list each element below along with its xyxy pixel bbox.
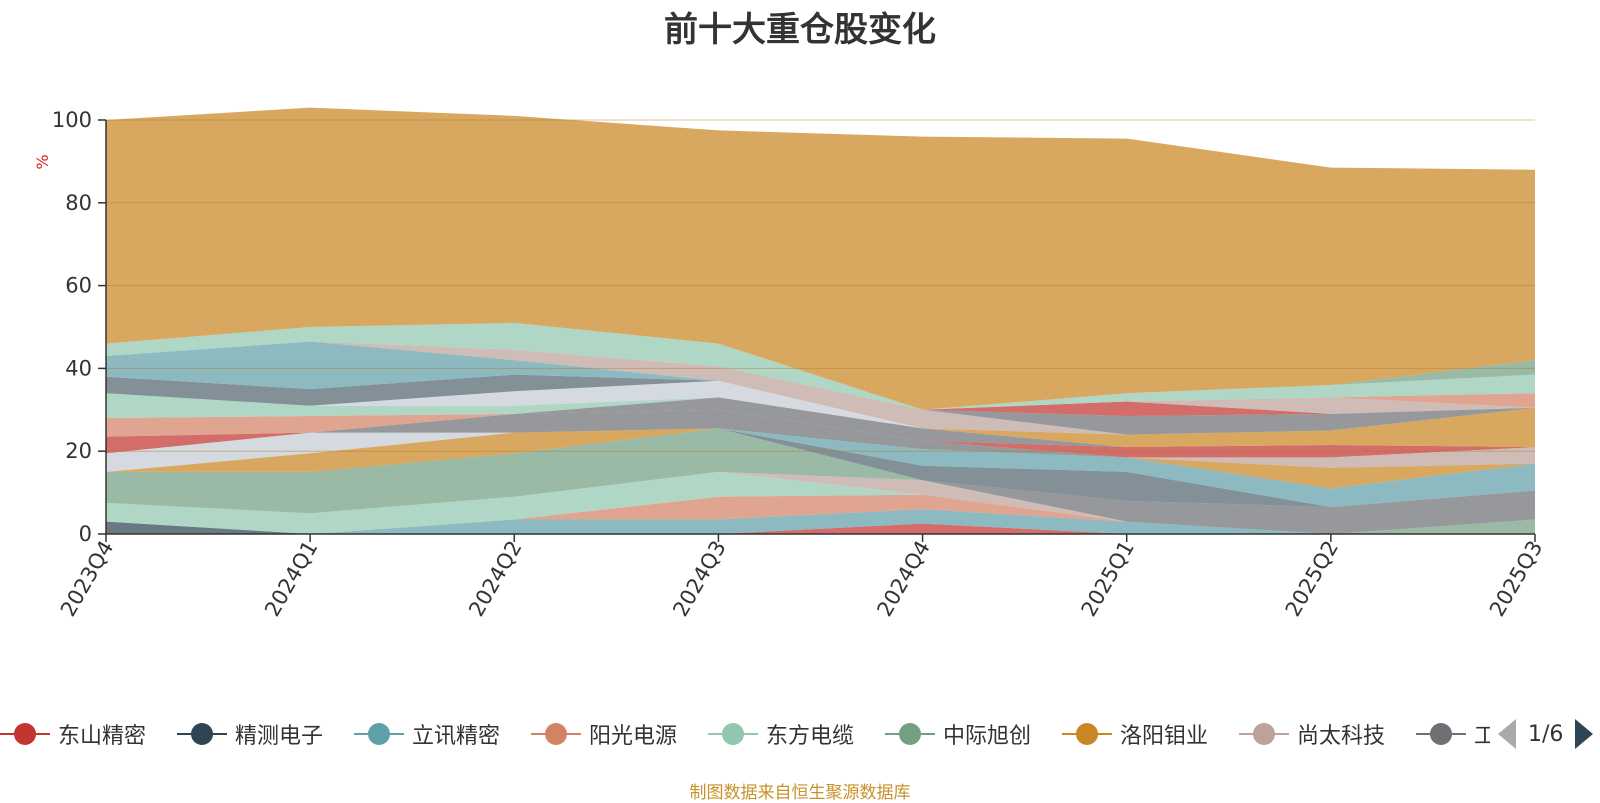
- area-series-14[interactable]: [106, 409, 1535, 458]
- legend-label: 工: [1474, 724, 1490, 749]
- plot-area: 0 20 40 60 80 100 2023Q4 2024Q1 2024Q2 2024Q3 2024…: [33, 107, 1547, 621]
- legend-marker-icon: [708, 722, 758, 746]
- legend-label: 阳光电源: [589, 724, 678, 749]
- area-series-22[interactable]: [106, 341, 1535, 435]
- area-series-4[interactable]: [106, 494, 1535, 534]
- legend-label: 洛阳钼业: [1120, 724, 1209, 749]
- legend-item[interactable]: 东方电缆: [708, 716, 854, 752]
- area-series-15[interactable]: [106, 409, 1535, 458]
- area-series-11[interactable]: [106, 428, 1535, 489]
- source-note: 制图数据来自恒生聚源数据库: [689, 783, 911, 803]
- legend-label: 立讯精密: [412, 724, 501, 749]
- legend-label: 精测电子: [235, 724, 324, 749]
- legend-pager: 1/6: [1498, 716, 1600, 752]
- legend-marker-icon: [1239, 722, 1289, 746]
- x-tick-label: 2023Q4: [56, 537, 118, 621]
- area-series-19[interactable]: [106, 380, 1535, 448]
- area-series-20[interactable]: [106, 380, 1535, 448]
- legend-label: 尚太科技: [1297, 724, 1386, 749]
- y-tick-label: 0: [79, 522, 92, 546]
- area-series-7[interactable]: [106, 471, 1535, 534]
- legend-marker-icon: [1062, 722, 1112, 746]
- x-tick-label: 2025Q3: [1485, 537, 1547, 621]
- y-tick-label: 20: [65, 439, 92, 463]
- legend-next-page-icon[interactable]: [1575, 719, 1594, 749]
- y-axis-unit: %: [33, 154, 52, 169]
- area-series-3[interactable]: [106, 509, 1535, 534]
- area-series-1[interactable]: [106, 521, 1535, 534]
- y-tick-label: 60: [65, 274, 92, 298]
- area-series-26[interactable]: [106, 341, 1535, 414]
- chart-title: 前十大重仓股变化: [664, 10, 936, 50]
- area-series-10[interactable]: [106, 428, 1535, 508]
- y-tick-label: 80: [65, 191, 92, 215]
- x-tick-label: 2024Q4: [872, 537, 934, 621]
- legend-label: 中际旭创: [943, 724, 1032, 749]
- legend-label: 东山精密: [58, 724, 147, 749]
- y-tick-label: 40: [65, 356, 92, 380]
- area-series-5[interactable]: [106, 471, 1535, 534]
- legend-item[interactable]: 洛阳钼业: [1062, 716, 1208, 752]
- legend-marker-icon: [177, 722, 227, 746]
- area-series-30[interactable]: [106, 107, 1535, 410]
- x-tick-label: 2024Q2: [464, 537, 526, 621]
- legend-item[interactable]: 东山精密: [0, 716, 146, 752]
- area-series-2[interactable]: [106, 509, 1535, 534]
- legend-marker-icon: [1416, 722, 1466, 746]
- legend-page-indicator: 1/6: [1528, 721, 1564, 747]
- area-series-21[interactable]: [106, 374, 1535, 435]
- legend-item[interactable]: 工: [1416, 716, 1490, 752]
- gridlines: [106, 119, 1535, 452]
- legend-item[interactable]: 中际旭创: [885, 716, 1031, 752]
- area-series-28[interactable]: [106, 322, 1535, 410]
- legend-marker-icon: [531, 722, 581, 746]
- legend: 东山精密 精测电子 立讯精密 阳光电源 东方电缆 中际旭创 洛阳钼业 尚太科技 工: [0, 716, 1490, 752]
- area-series-18[interactable]: [106, 393, 1535, 448]
- legend-item[interactable]: 阳光电源: [531, 716, 677, 752]
- legend-item[interactable]: 立讯精密: [354, 716, 500, 752]
- legend-item[interactable]: 尚太科技: [1239, 716, 1385, 752]
- legend-marker-icon: [0, 722, 50, 746]
- area-series-group: [106, 107, 1535, 534]
- x-tick-label: 2025Q1: [1077, 537, 1139, 621]
- legend-item[interactable]: 精测电子: [177, 716, 323, 752]
- legend-marker-icon: [885, 722, 935, 746]
- legend-prev-page-icon[interactable]: [1498, 719, 1516, 749]
- y-tick-label: 100: [52, 108, 92, 132]
- area-series-0[interactable]: [106, 521, 1535, 534]
- legend-marker-icon: [354, 722, 404, 746]
- x-tick-label: 2025Q2: [1281, 537, 1343, 621]
- x-tick-label: 2024Q1: [260, 537, 322, 621]
- area-series-9[interactable]: [106, 428, 1535, 508]
- area-series-17[interactable]: [106, 397, 1535, 448]
- area-series-8[interactable]: [106, 428, 1535, 514]
- x-tick-label: 2024Q3: [668, 537, 730, 621]
- legend-label: 东方电缆: [766, 724, 855, 749]
